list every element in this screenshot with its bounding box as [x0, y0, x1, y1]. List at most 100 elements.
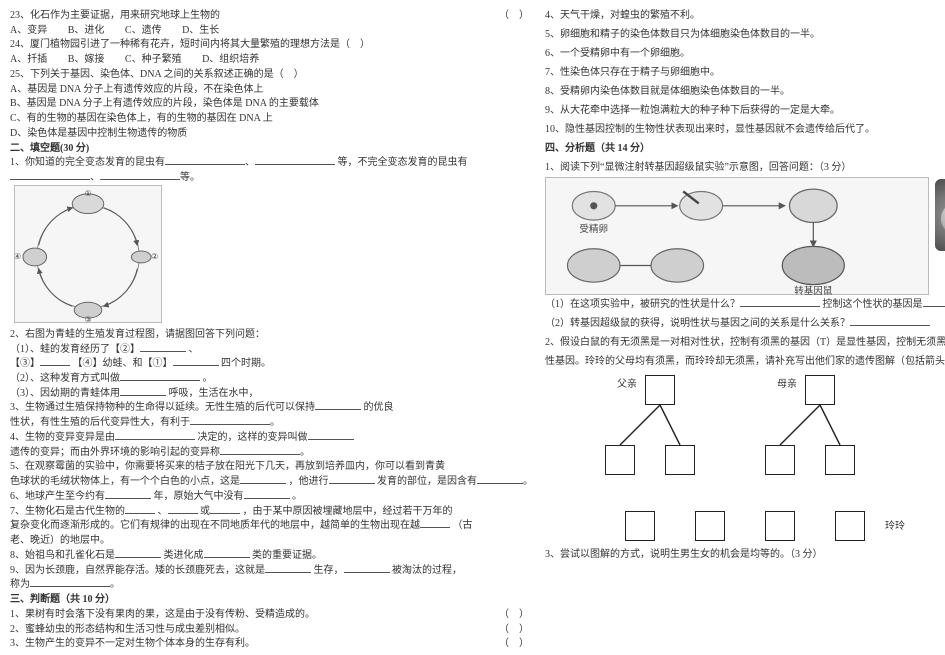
f2-l2a: 【③】 — [10, 358, 40, 369]
q25-opt-d: D、染色体是基因中控制生物遗传的物质 — [10, 124, 533, 139]
pedigree-diagram: 父亲 母亲 玲玲 — [545, 375, 945, 545]
q23-opt-d: D、生长 — [182, 25, 219, 36]
q24-opt-b: B、嫁接 — [68, 54, 105, 65]
judge-10: 10、隐性基因控制的生物性状表现出来时，显性基因就不会遗传给后代了。（ ） — [545, 120, 945, 139]
f7-a: 7、生物化石是古代生物的 — [10, 506, 125, 517]
a1-q1: （1）在这项实验中，被研究的性状是什么？ 控制这个性状的基因是 — [545, 295, 945, 314]
fill-3a: 3、生物通过生殖保持物种的生命得以延续。无性生殖的后代可以保持 的优良 — [10, 398, 533, 413]
f6-b: 年，原始大气中没有 — [154, 491, 244, 502]
q23-stem: 23、化石作为主要证据，用来研究地球上生物的 （ ） — [10, 6, 533, 21]
f7-c: 或 — [200, 506, 210, 517]
right-column: 4、天气干燥，对蝗虫的繁殖不利。（ ） 5、卵细胞和精子的染色体数目只为体细胞染… — [539, 6, 945, 649]
f2-l4a: （3）、因幼期的青蛙体用 — [10, 388, 120, 399]
j4-text: 4、天气干燥，对蝗虫的繁殖不利。 — [545, 10, 700, 21]
judge-6: 6、一个受精卵中有一个卵细胞。（ ） — [545, 44, 945, 63]
fill-5b: 色球状的毛绒状物体上，有一个个白色的小点，这是 ，他进行 发育的部位，是因含有。 — [10, 472, 533, 487]
fill-8: 8、始祖鸟和孔雀化石是 类进化成 类的重要证据。 — [10, 546, 533, 561]
f8-a: 8、始祖鸟和孔雀化石是 — [10, 550, 115, 561]
judge-9: 9、从大花牵中选择一粒饱满粒大的种子种下后获得的一定是大牵。（ ） — [545, 101, 945, 120]
f8-b: 类进化成 — [164, 550, 204, 561]
fill-4b: 遗传的变异；而由外界环境的影响引起的变异称。 — [10, 443, 533, 458]
j8-text: 8、受精卵内染色体数目就是体细胞染色体数目的一半。 — [545, 86, 790, 97]
fill-6: 6、地球产生至今约有 年，原始大气中没有 。 — [10, 487, 533, 502]
fill-2-head: 2、右图为青蛙的生殖发育过程图，请据图回答下列问题： — [10, 325, 533, 340]
fill-1b: 、等。 — [10, 168, 533, 183]
judge-8: 8、受精卵内染色体数目就是体细胞染色体数目的一半。（ ） — [545, 82, 945, 101]
svg-text:①: ① — [84, 189, 91, 198]
j5-text: 5、卵细胞和精子的染色体数目只为体细胞染色体数目的一半。 — [545, 29, 820, 40]
fill-2-l1: （1）、蛙的发育经历了【②】 、 — [10, 340, 533, 355]
q23-opt-c: C、遗传 — [125, 25, 162, 36]
transgenic-diagram: 转基因鼠 受精卵 — [545, 177, 929, 295]
svg-text:②: ② — [151, 252, 158, 261]
fill-7a: 7、生物化石是古代生物的 、 或 ，由于某中原因被埋藏地层中，经过若干万年的 — [10, 502, 533, 517]
j3-text: 3、生物产生的变异不一定对生物个体本身的生存有利。 — [10, 638, 255, 649]
f5-b: 色球状的毛绒状物体上，有一个个白色的小点，这是 — [10, 476, 240, 487]
f7-d: ，由于某中原因被埋藏地层中，经过若干万年的 — [243, 506, 453, 517]
svg-text:④: ④ — [15, 252, 21, 261]
q23-opt-a: A、变异 — [10, 25, 47, 36]
fill-5a: 5、在观察霉菌的实验中，你需要将买来的桔子放在阳光下几天，再放到培养皿内，你可以… — [10, 457, 533, 472]
fill-3b: 性状，有性生殖的后代变异性大，有利于。 — [10, 413, 533, 428]
fill-2-l3: （2）、这种发育方式叫做 。 — [10, 369, 533, 384]
f2-l2b: 【④】幼蛙、和【①】 — [73, 358, 173, 369]
fill-7b: 复杂变化而逐渐形成的。它们有规律的出现在不同地质年代的地层中，越简单的生物出现在… — [10, 516, 533, 531]
svg-text:受精卵: 受精卵 — [579, 223, 608, 235]
judge-2: 2、蜜蜂幼虫的形态结构和生活习性与成虫差别相似。（ ） — [10, 620, 533, 635]
analysis-2a: 2、假设白鼠的有无须黑是一对相对性状，控制有须黑的基因（T）是显性基因，控制无须… — [545, 333, 945, 352]
q23-options: A、变异 B、进化 C、遗传 D、生长 — [10, 21, 533, 36]
j1-text: 1、果树有时会落下没有果肉的果，这是由于没有传粉、受精造成的。 — [10, 609, 315, 620]
f3-a: 3、生物通过生殖保持物种的生命得以延续。无性生殖的后代可以保持 — [10, 402, 315, 413]
q24-opt-c: C、种子繁殖 — [125, 54, 182, 65]
judge-7: 7、性染色体只存在于精子与卵细胞中。（ ） — [545, 63, 945, 82]
f6-a: 6、地球产生至今约有 — [10, 491, 105, 502]
f9-a: 9、因为长颈鹿，自然界能存活。矮的长颈鹿死去，这就是 — [10, 565, 265, 576]
f4-b: 决定的，这样的变异叫做 — [198, 432, 308, 443]
f2-l1b: 、 — [189, 344, 199, 355]
f9-c: 被淘汰的过程， — [392, 565, 462, 576]
judge-5: 5、卵细胞和精子的染色体数目只为体细胞染色体数目的一半。（ ） — [545, 25, 945, 44]
svg-text:③: ③ — [84, 315, 91, 322]
fill-9a: 9、因为长颈鹿，自然界能存活。矮的长颈鹿死去，这就是 生存， 被淘汰的过程， — [10, 561, 533, 576]
f2-l1a: （1）、蛙的发育经历了【②】 — [10, 344, 140, 355]
a1-q2: （2）转基因超级鼠的获得，说明性状与基因之间的关系是什么关系？ — [545, 314, 945, 333]
fill-4a: 4、生物的变异变异是由 决定的，这样的变异叫做 — [10, 428, 533, 443]
section-4-title: 四、分析题（共 14 分） — [545, 139, 945, 158]
q23-paren: （ ） — [499, 6, 529, 21]
j10-text: 10、隐性基因控制的生物性状表现出来时，显性基因就不会遗传给后代了。 — [545, 124, 875, 135]
f2-l3a: （2）、这种发育方式叫做 — [10, 373, 120, 384]
a1q2: （2）转基因超级鼠的获得，说明性状与基因之间的关系是什么关系？ — [545, 318, 850, 329]
fill-2-l4: （3）、因幼期的青蛙体用 呼吸，生活在水中， — [10, 384, 533, 399]
f1-b: 等，不完全变态发育的昆虫有 — [338, 157, 468, 168]
j2-text: 2、蜜蜂幼虫的形态结构和生活习性与成虫差别相似。 — [10, 624, 245, 635]
f9-b: 生存， — [314, 565, 344, 576]
frog-lifecycle-figure: ① ② ③ ④ — [14, 185, 162, 323]
f5-d: 发育的部位，是因含有 — [377, 476, 477, 487]
q24-opt-d: D、组织培养 — [202, 54, 259, 65]
section-2-title: 二、填空题(30 分) — [10, 139, 533, 154]
f4-a: 4、生物的变异变异是由 — [10, 432, 115, 443]
judge-3: 3、生物产生的变异不一定对生物个体本身的生存有利。（ ） — [10, 634, 533, 649]
left-column: 23、化石作为主要证据，用来研究地球上生物的 （ ） A、变异 B、进化 C、遗… — [4, 6, 539, 649]
fill-7c: 老、晚近）的地层中。 — [10, 531, 533, 546]
section-3-title: 三、判断题（共 10 分） — [10, 590, 533, 605]
mouse-photo — [935, 179, 945, 251]
f9-d: 称为 — [10, 579, 30, 590]
transgenic-figure-row: 转基因鼠 受精卵 — [545, 177, 945, 295]
q25-opt-b: B、基因是 DNA 分子上有遗传效应的片段，染色体是 DNA 的主要载体 — [10, 94, 533, 109]
fill-1: 1、你知道的完全变态发育的昆虫有、 等，不完全变态发育的昆虫有 — [10, 153, 533, 168]
f2-l4b: 呼吸，生活在水中， — [169, 388, 259, 399]
f1-a: 1、你知道的完全变态发育的昆虫有 — [10, 157, 165, 168]
judge-1: 1、果树有时会落下没有果肉的果，这是由于没有传粉、受精造成的。（ ） — [10, 605, 533, 620]
fill-9b: 称为。 — [10, 575, 533, 590]
q23-opt-b: B、进化 — [68, 25, 105, 36]
f7-f: （古 — [453, 520, 473, 531]
q23-text: 23、化石作为主要证据，用来研究地球上生物的 — [10, 10, 220, 21]
fill-2-l2: 【③】 【④】幼蛙、和【①】 四个时期。 — [10, 354, 533, 369]
f2-l2c: 四个时期。 — [221, 358, 271, 369]
f2-l3b: 。 — [203, 373, 213, 384]
judge-4: 4、天气干燥，对蝗虫的繁殖不利。（ ） — [545, 6, 945, 25]
q24-stem: 24、厦门植物园引进了一种稀有花卉，短时间内将其大量繁殖的理想方法是（ ） — [10, 35, 533, 50]
f3-b: 的优良 — [364, 402, 394, 413]
f7-e: 复杂变化而逐渐形成的。它们有规律的出现在不同地质年代的地层中，越简单的生物出现在… — [10, 520, 420, 531]
